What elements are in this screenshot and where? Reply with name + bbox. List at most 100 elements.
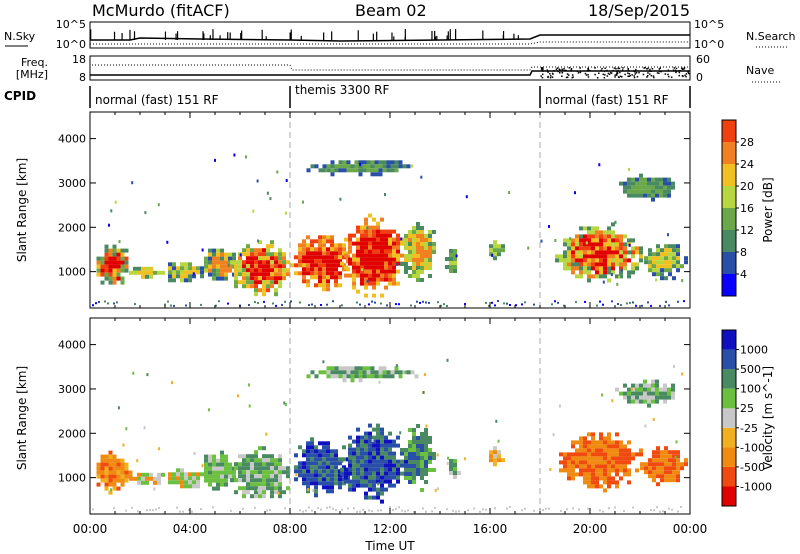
velocity-cells <box>92 358 688 513</box>
data-cell <box>671 185 675 190</box>
data-cell <box>266 268 270 273</box>
data-cell <box>412 266 416 270</box>
data-cell <box>192 274 196 279</box>
data-cell <box>274 478 278 483</box>
data-cell <box>372 443 376 448</box>
data-cell <box>368 265 372 270</box>
data-cell <box>278 280 282 285</box>
x-tick-label: 12:00 <box>373 522 408 536</box>
data-cell <box>242 462 246 467</box>
data-cell <box>607 484 611 489</box>
nave-point <box>613 67 616 69</box>
data-cell <box>635 189 639 194</box>
data-cell <box>380 245 384 250</box>
data-cell <box>664 252 668 257</box>
data-cell <box>216 256 220 261</box>
data-cell <box>282 470 286 475</box>
data-cell <box>172 266 176 271</box>
data-cell <box>326 251 330 256</box>
data-cell <box>192 480 196 485</box>
data-cell <box>348 459 352 464</box>
data-cell <box>390 164 395 169</box>
data-cell <box>314 275 318 280</box>
data-cell <box>611 222 615 227</box>
data-cell <box>362 374 367 379</box>
data-cell <box>124 474 129 479</box>
data-cell <box>108 450 113 455</box>
data-cell <box>587 250 591 255</box>
data-cell <box>659 181 663 186</box>
ground-scatter-cell <box>533 303 535 306</box>
data-cell <box>322 461 326 466</box>
data-cell <box>149 476 153 481</box>
ground-scatter-cell <box>485 508 487 511</box>
data-cell <box>416 452 420 456</box>
data-cell <box>124 260 129 265</box>
cpid-strip: CPID normal (fast) 151 RF themis 3300 RF… <box>4 83 691 108</box>
data-cell <box>380 451 384 456</box>
data-cell <box>274 486 278 491</box>
ground-scatter-cell <box>428 301 430 304</box>
data-cell <box>348 245 352 250</box>
data-cell <box>639 391 643 396</box>
data-cell <box>208 482 212 487</box>
data-cell <box>270 474 274 479</box>
data-cell <box>108 462 113 467</box>
data-cell <box>567 242 571 247</box>
data-cell <box>575 456 579 461</box>
data-cell <box>346 366 351 371</box>
ground-scatter-cell <box>668 507 670 510</box>
nave-point <box>577 72 580 74</box>
data-cell <box>595 266 599 271</box>
time-axis-label: Time UT <box>364 539 415 553</box>
data-cell <box>145 266 149 271</box>
nsearch-label: N.Search <box>746 30 796 43</box>
data-cell <box>318 469 322 474</box>
data-cell <box>112 256 117 261</box>
data-cell <box>424 266 428 270</box>
data-cell <box>242 248 246 253</box>
data-cell <box>314 251 318 256</box>
data-cell <box>497 252 501 257</box>
data-cell <box>623 242 627 247</box>
data-cell <box>204 454 208 459</box>
nsky-label: N.Sky <box>4 30 36 43</box>
data-cell <box>368 463 372 468</box>
data-cell <box>188 266 192 271</box>
data-cell <box>676 264 680 269</box>
data-cell <box>262 462 266 467</box>
data-cell <box>133 270 137 275</box>
data-cell <box>615 472 619 477</box>
data-cell <box>420 246 424 250</box>
data-cell <box>631 452 635 457</box>
data-cell <box>368 213 372 218</box>
data-cell <box>364 241 368 246</box>
data-cell <box>112 264 117 269</box>
data-cell <box>567 460 571 465</box>
data-cell <box>306 481 310 486</box>
data-cell <box>607 270 611 275</box>
ground-scatter-cell <box>599 509 601 512</box>
data-cell <box>145 476 149 481</box>
nave-point <box>617 67 619 70</box>
data-cell <box>180 480 184 485</box>
sparse-cell <box>110 209 113 213</box>
data-cell <box>282 276 286 281</box>
data-cell <box>196 270 200 275</box>
data-cell <box>599 238 603 243</box>
data-cell <box>360 245 364 250</box>
data-cell <box>322 263 326 268</box>
ground-scatter-cell <box>524 507 526 510</box>
data-cell <box>278 276 282 281</box>
data-cell <box>120 470 125 475</box>
data-cell <box>294 469 298 474</box>
data-cell <box>493 256 497 261</box>
data-cell <box>366 366 371 371</box>
velocity-colorbar-tick-label: 1000 <box>740 344 768 357</box>
data-cell <box>587 258 591 263</box>
data-cell <box>390 160 395 165</box>
data-cell <box>615 387 619 392</box>
data-cell <box>278 490 282 495</box>
data-cell <box>394 370 399 375</box>
data-cell <box>587 230 591 235</box>
